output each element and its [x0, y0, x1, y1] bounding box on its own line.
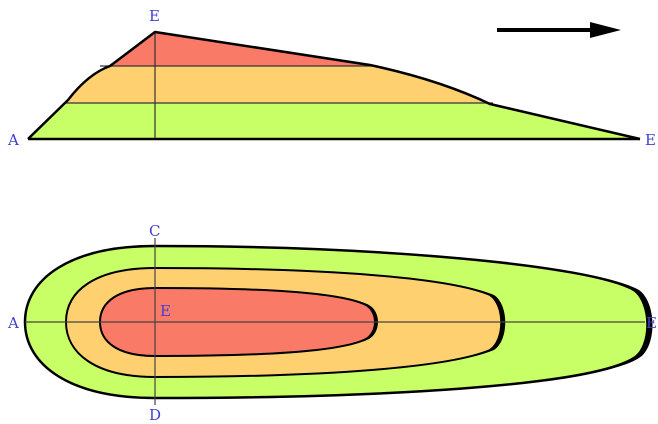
plan-label-left: A — [7, 314, 19, 332]
profile-inner-band — [28, 32, 640, 66]
right-arrow-icon — [497, 22, 621, 38]
profile-outer-band — [28, 103, 640, 139]
profile-label-left: A — [7, 131, 19, 149]
profile-view: A E E — [7, 7, 656, 149]
plan-view: A C D E E — [7, 222, 657, 424]
profile-outline — [27, 30, 641, 141]
plan-label-right: E — [646, 314, 657, 332]
plan-label-center: E — [160, 302, 171, 320]
plan-label-top: C — [149, 222, 160, 240]
profile-label-summit: E — [149, 7, 160, 25]
profile-label-right: E — [645, 131, 656, 149]
plan-label-bottom: D — [149, 406, 161, 424]
